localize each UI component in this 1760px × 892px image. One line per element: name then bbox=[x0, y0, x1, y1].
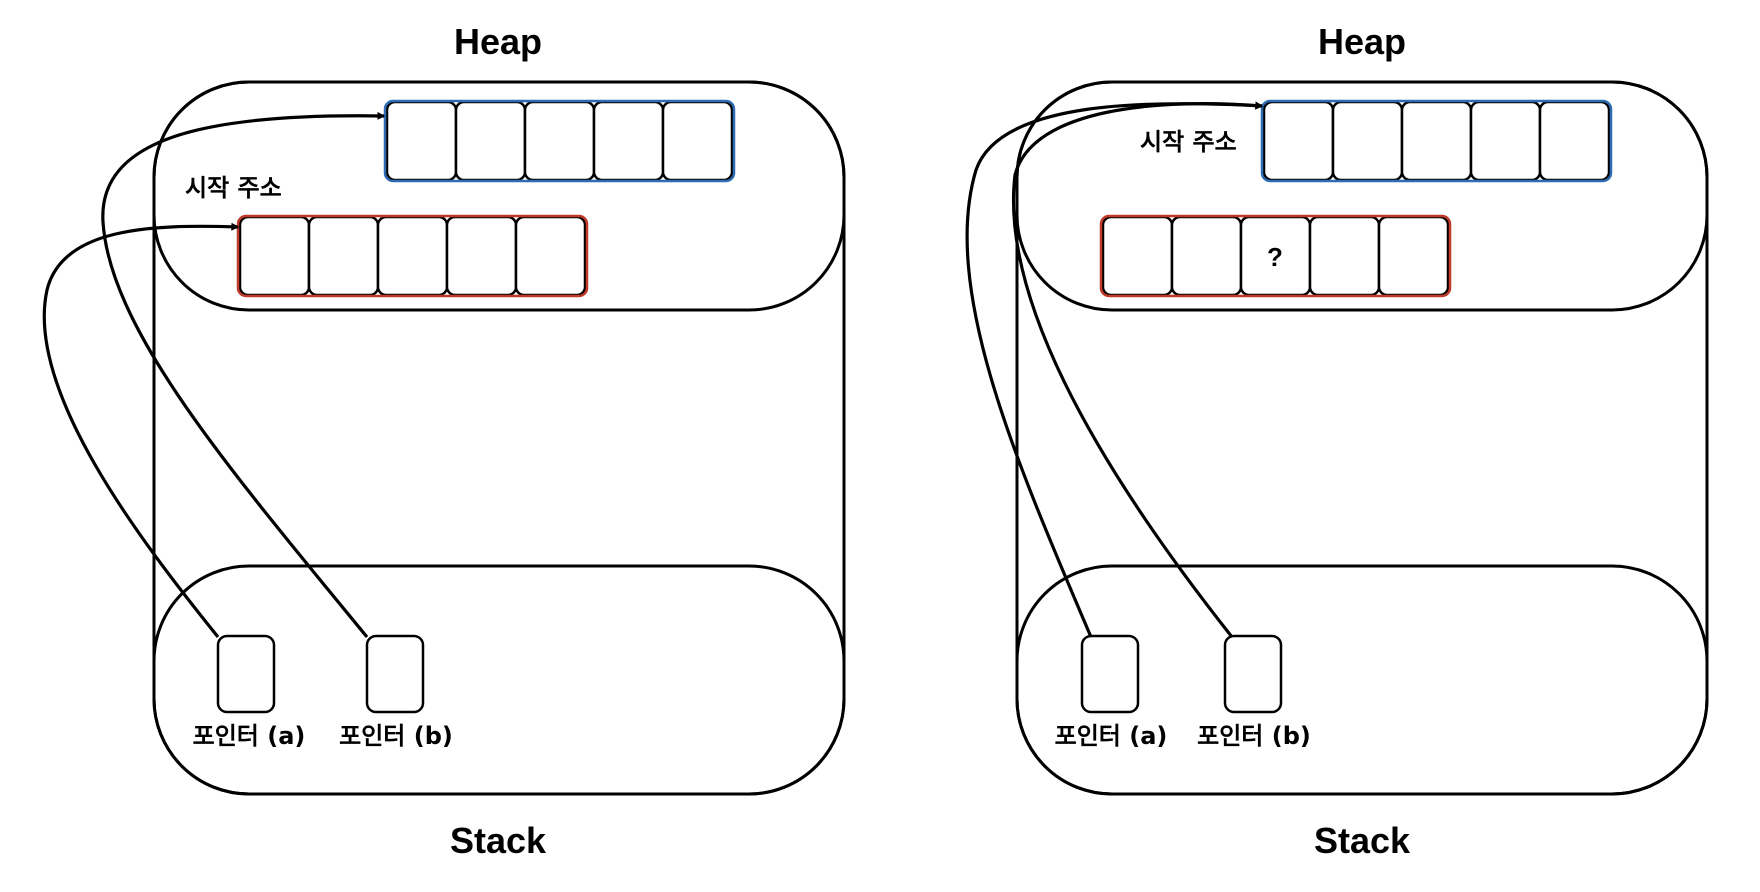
pointer-a-box bbox=[216, 634, 276, 714]
pointer-b-box bbox=[1223, 634, 1283, 714]
heap-region bbox=[1015, 80, 1709, 312]
array-b bbox=[383, 99, 736, 183]
array-b-border bbox=[383, 99, 736, 183]
array-b bbox=[1260, 99, 1613, 183]
heap-title: Heap bbox=[1318, 21, 1406, 62]
pointer-a-label: 포인터 (a) bbox=[1055, 722, 1168, 750]
array-b-cell bbox=[592, 100, 665, 182]
pointer-b-label: 포인터 (b) bbox=[339, 722, 453, 750]
unknown-value-mark: ? bbox=[1267, 242, 1283, 272]
array-b-cell bbox=[454, 100, 527, 182]
pointer-b-box bbox=[365, 634, 425, 714]
arrow-b-to-array-b bbox=[101, 111, 386, 639]
array-a-cell bbox=[238, 215, 311, 297]
array-a-cell bbox=[514, 215, 587, 297]
array-b-cell bbox=[1400, 100, 1473, 182]
array-b-cell bbox=[661, 100, 734, 182]
array-b-border bbox=[1260, 99, 1613, 183]
stack-region bbox=[1015, 564, 1709, 796]
array-a-border bbox=[236, 214, 589, 298]
heap-region bbox=[152, 80, 846, 312]
array-a-cell bbox=[1377, 215, 1450, 297]
array-a-cell bbox=[1101, 215, 1174, 297]
array-b-cell bbox=[1538, 100, 1611, 182]
panel-left: Heap 시작 주소 포인터 (a) 포인터 ( bbox=[42, 21, 846, 861]
array-a-cell bbox=[307, 215, 380, 297]
array-b-cell bbox=[1469, 100, 1542, 182]
pointer-b-label: 포인터 (b) bbox=[1197, 722, 1311, 750]
pointer-a-label: 포인터 (a) bbox=[193, 722, 306, 750]
panel-right: Heap ? 시작 주소 포인터 (a) 포인터 (b) bbox=[965, 21, 1709, 861]
start-address-label: 시작 주소 bbox=[185, 174, 282, 202]
array-a-cell bbox=[376, 215, 449, 297]
array-a bbox=[236, 214, 589, 298]
array-b-cell bbox=[1262, 100, 1335, 182]
arrow-b-to-array-b bbox=[1011, 101, 1264, 638]
array-b-cell bbox=[385, 100, 458, 182]
array-a: ? bbox=[1099, 214, 1452, 298]
pointer-a-box bbox=[1080, 634, 1140, 714]
arrow-a-to-array-a bbox=[42, 222, 240, 639]
array-b-cell bbox=[523, 100, 596, 182]
array-a-cell bbox=[1308, 215, 1381, 297]
array-b-cell bbox=[1331, 100, 1404, 182]
array-a-cell bbox=[445, 215, 518, 297]
heap-title: Heap bbox=[454, 21, 542, 62]
array-a-cell bbox=[1170, 215, 1243, 297]
stack-region bbox=[152, 564, 846, 796]
start-address-label: 시작 주소 bbox=[1140, 128, 1237, 156]
stack-title: Stack bbox=[450, 820, 547, 861]
arrow-a-to-array-b bbox=[965, 101, 1264, 638]
stack-title: Stack bbox=[1314, 820, 1411, 861]
array-a-border bbox=[1099, 214, 1452, 298]
